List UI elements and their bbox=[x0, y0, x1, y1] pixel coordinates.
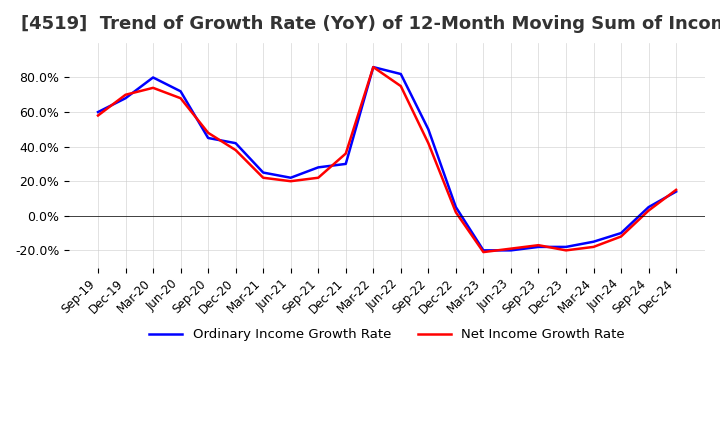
Net Income Growth Rate bbox=[451, 210, 460, 215]
Legend: Ordinary Income Growth Rate, Net Income Growth Rate: Ordinary Income Growth Rate, Net Income … bbox=[144, 323, 630, 346]
Ordinary Income Growth Rate bbox=[369, 64, 377, 70]
Ordinary Income Growth Rate bbox=[176, 88, 185, 94]
Ordinary Income Growth Rate bbox=[507, 248, 516, 253]
Ordinary Income Growth Rate bbox=[149, 75, 158, 80]
Net Income Growth Rate bbox=[259, 175, 268, 180]
Net Income Growth Rate bbox=[617, 234, 626, 239]
Net Income Growth Rate bbox=[369, 64, 377, 70]
Ordinary Income Growth Rate bbox=[121, 95, 130, 101]
Ordinary Income Growth Rate bbox=[644, 205, 653, 210]
Line: Net Income Growth Rate: Net Income Growth Rate bbox=[98, 67, 676, 252]
Net Income Growth Rate bbox=[314, 175, 323, 180]
Ordinary Income Growth Rate bbox=[562, 244, 570, 249]
Ordinary Income Growth Rate bbox=[204, 136, 212, 141]
Ordinary Income Growth Rate bbox=[479, 248, 487, 253]
Title: [4519]  Trend of Growth Rate (YoY) of 12-Month Moving Sum of Incomes: [4519] Trend of Growth Rate (YoY) of 12-… bbox=[22, 15, 720, 33]
Ordinary Income Growth Rate bbox=[314, 165, 323, 170]
Net Income Growth Rate bbox=[562, 248, 570, 253]
Net Income Growth Rate bbox=[589, 244, 598, 249]
Net Income Growth Rate bbox=[644, 208, 653, 213]
Ordinary Income Growth Rate bbox=[397, 71, 405, 77]
Ordinary Income Growth Rate bbox=[231, 140, 240, 146]
Net Income Growth Rate bbox=[121, 92, 130, 97]
Ordinary Income Growth Rate bbox=[259, 170, 268, 175]
Ordinary Income Growth Rate bbox=[341, 161, 350, 167]
Net Income Growth Rate bbox=[534, 242, 543, 248]
Net Income Growth Rate bbox=[204, 130, 212, 136]
Line: Ordinary Income Growth Rate: Ordinary Income Growth Rate bbox=[98, 67, 676, 250]
Net Income Growth Rate bbox=[94, 113, 102, 118]
Ordinary Income Growth Rate bbox=[589, 239, 598, 244]
Ordinary Income Growth Rate bbox=[451, 205, 460, 210]
Net Income Growth Rate bbox=[507, 246, 516, 251]
Net Income Growth Rate bbox=[149, 85, 158, 91]
Net Income Growth Rate bbox=[424, 140, 433, 146]
Net Income Growth Rate bbox=[341, 151, 350, 156]
Ordinary Income Growth Rate bbox=[672, 189, 680, 194]
Net Income Growth Rate bbox=[479, 249, 487, 255]
Net Income Growth Rate bbox=[176, 95, 185, 101]
Net Income Growth Rate bbox=[287, 179, 295, 184]
Ordinary Income Growth Rate bbox=[617, 231, 626, 236]
Ordinary Income Growth Rate bbox=[287, 175, 295, 180]
Ordinary Income Growth Rate bbox=[534, 244, 543, 249]
Net Income Growth Rate bbox=[397, 84, 405, 89]
Net Income Growth Rate bbox=[231, 147, 240, 153]
Ordinary Income Growth Rate bbox=[94, 110, 102, 115]
Net Income Growth Rate bbox=[672, 187, 680, 192]
Ordinary Income Growth Rate bbox=[424, 127, 433, 132]
